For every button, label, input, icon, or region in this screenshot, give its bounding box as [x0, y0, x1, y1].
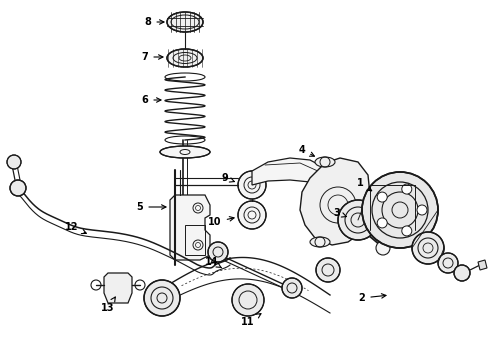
Polygon shape	[300, 158, 370, 245]
Circle shape	[338, 200, 378, 240]
Ellipse shape	[167, 49, 203, 67]
Polygon shape	[252, 158, 330, 185]
Circle shape	[208, 242, 228, 262]
Circle shape	[376, 241, 390, 255]
Circle shape	[438, 253, 458, 273]
Text: 13: 13	[101, 297, 115, 313]
Ellipse shape	[167, 12, 203, 32]
Text: 7: 7	[142, 52, 163, 62]
Ellipse shape	[315, 157, 335, 167]
Text: 12: 12	[65, 222, 86, 234]
Circle shape	[238, 201, 266, 229]
Text: 10: 10	[208, 217, 234, 227]
Circle shape	[454, 265, 470, 281]
Circle shape	[316, 258, 340, 282]
Circle shape	[377, 218, 387, 228]
Text: 14: 14	[205, 257, 221, 268]
Circle shape	[402, 184, 412, 194]
Text: 8: 8	[145, 17, 164, 27]
Polygon shape	[170, 195, 210, 260]
Circle shape	[238, 171, 266, 199]
Text: 6: 6	[142, 95, 161, 105]
Circle shape	[232, 284, 264, 316]
Circle shape	[417, 205, 427, 215]
Text: 2: 2	[359, 293, 386, 303]
Text: 11: 11	[241, 314, 261, 327]
Circle shape	[412, 232, 444, 264]
Polygon shape	[478, 260, 487, 270]
Ellipse shape	[310, 237, 330, 247]
Polygon shape	[104, 273, 132, 303]
Text: 4: 4	[298, 145, 315, 156]
Ellipse shape	[160, 146, 210, 158]
Circle shape	[7, 155, 21, 169]
Text: 3: 3	[334, 208, 346, 218]
Circle shape	[282, 278, 302, 298]
Text: 9: 9	[221, 173, 234, 183]
Text: 1: 1	[357, 178, 371, 191]
Circle shape	[377, 192, 387, 202]
Circle shape	[402, 226, 412, 236]
Circle shape	[144, 280, 180, 316]
Circle shape	[10, 180, 26, 196]
Circle shape	[362, 172, 438, 248]
Text: 5: 5	[137, 202, 166, 212]
